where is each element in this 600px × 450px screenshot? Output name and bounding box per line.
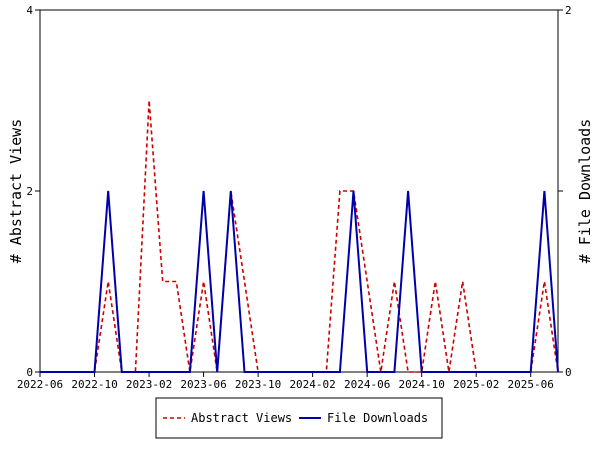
x-tick-label: 2024-02 bbox=[289, 378, 335, 391]
y-axis-title: # Abstract Views bbox=[7, 119, 25, 264]
y-tick-label: 0 bbox=[26, 366, 33, 379]
series-line-abstract-views bbox=[40, 100, 559, 373]
x-tick-label: 2025-06 bbox=[508, 378, 554, 391]
y-tick-label: 4 bbox=[26, 4, 33, 17]
x-tick-label: 2024-06 bbox=[344, 378, 390, 391]
x-tick-label: 2023-06 bbox=[180, 378, 226, 391]
x-tick-label: 2022-06 bbox=[17, 378, 63, 391]
legend: Abstract Views File Downloads bbox=[155, 397, 443, 439]
x-tick-label: 2023-02 bbox=[126, 378, 172, 391]
x-tick-label: 2022-10 bbox=[71, 378, 117, 391]
y2-tick-label: 0 bbox=[565, 366, 572, 379]
x-tick-label: 2025-02 bbox=[453, 378, 499, 391]
legend-label: Abstract Views bbox=[191, 411, 292, 425]
legend-label: File Downloads bbox=[327, 411, 428, 425]
y2-axis-title: # File Downloads bbox=[576, 119, 594, 264]
x-tick-label: 2023-10 bbox=[235, 378, 281, 391]
y2-tick-label: 2 bbox=[565, 4, 572, 17]
x-tick-label: 2024-10 bbox=[399, 378, 445, 391]
series-line-file-downloads bbox=[40, 190, 559, 373]
y-tick-label: 2 bbox=[26, 185, 33, 198]
